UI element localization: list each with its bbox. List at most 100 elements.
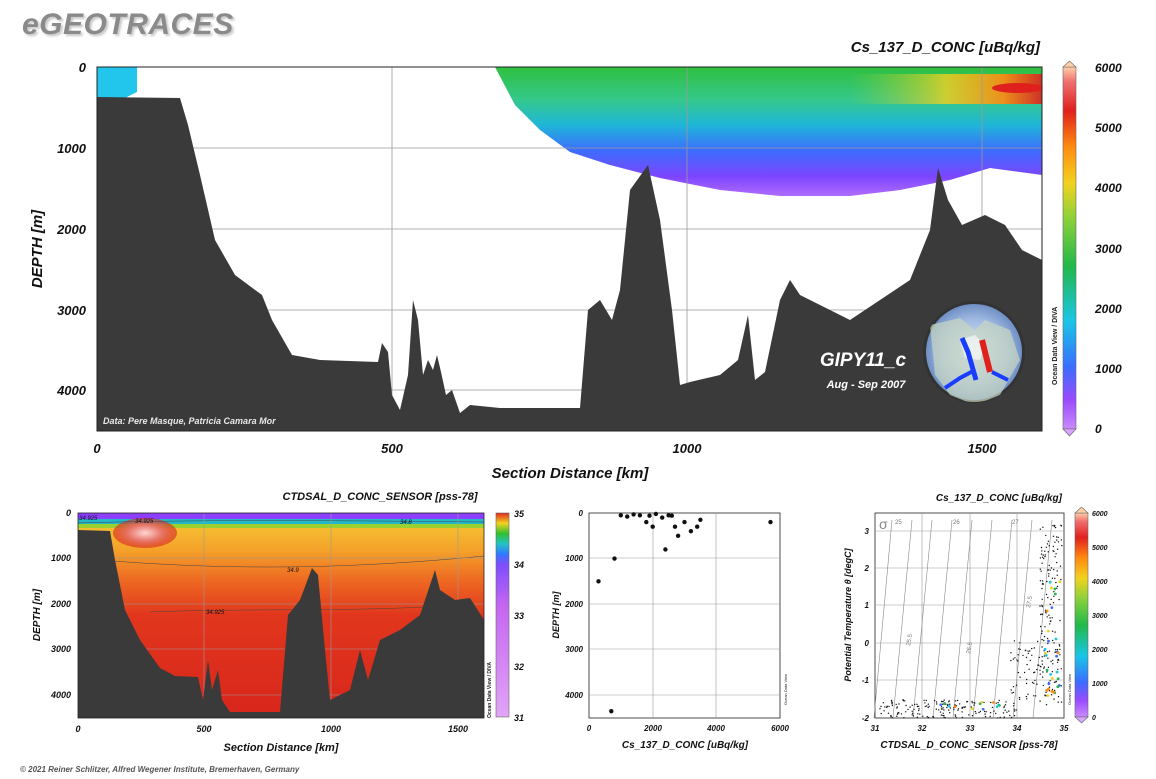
svg-text:500: 500 [196, 724, 211, 734]
ts-scatter-point [954, 714, 956, 716]
ts-scatter-point [1034, 679, 1036, 682]
svg-text:5000: 5000 [1095, 121, 1122, 135]
ts-scatter-point [1039, 625, 1042, 628]
depth-scatter-point [637, 513, 643, 518]
ts-scatter-point [1048, 614, 1050, 616]
ts-scatter-point [974, 710, 976, 713]
ts-scatter-point [1041, 550, 1043, 552]
ts-scatter-point [1013, 705, 1015, 707]
svg-text:4000: 4000 [50, 690, 71, 700]
ts-scatter-point [900, 713, 903, 715]
ts-scatter-point [927, 706, 929, 709]
ts-scatter-point [902, 699, 905, 701]
ts-scatter-point [966, 701, 968, 703]
ts-scatter-point [891, 717, 894, 719]
ts-scatter-point [891, 703, 893, 705]
ts-scatter-point [1045, 691, 1047, 694]
svg-text:0: 0 [865, 639, 870, 648]
ts-scatter-point [1038, 664, 1040, 666]
ts-scatter-point [1037, 640, 1039, 643]
ts-scatter-point [1023, 671, 1026, 674]
ts-scatter-point [1047, 551, 1050, 553]
ts-scatter-point [970, 706, 972, 708]
ts-scatter-point [911, 710, 913, 712]
ts-scatter-point [940, 714, 943, 716]
svg-text:34.8: 34.8 [400, 520, 412, 526]
ts-scatter-point [1010, 652, 1012, 654]
ts-scatter-point [1050, 660, 1052, 663]
ts-scatter-point [940, 708, 943, 710]
ts-scatter-point [1046, 616, 1048, 618]
ts-scatter-point [890, 700, 893, 702]
ts-scatter-point [903, 717, 905, 719]
svg-text:0: 0 [587, 724, 592, 733]
ts-scatter-point [995, 712, 997, 715]
svg-text:31: 31 [514, 713, 524, 723]
ts-scatter-point [971, 700, 973, 703]
ts-scatter-point [1017, 660, 1019, 662]
ts-scatter-point [1033, 695, 1035, 697]
svg-text:0: 0 [79, 60, 87, 75]
salinity-transition-layer [78, 524, 484, 528]
svg-text:35: 35 [514, 509, 525, 519]
depth-scatter-points [596, 511, 773, 714]
salinity-y-ticks: 0 1000 2000 3000 4000 [50, 508, 71, 700]
ts-scatter-point [887, 712, 890, 714]
ts-scatter-point [1046, 651, 1049, 653]
ts-scatter-point [1041, 562, 1043, 564]
ts-scatter-point [932, 715, 934, 718]
ts-scatter-point [978, 702, 982, 705]
ts-scatter-point [911, 704, 913, 706]
svg-text:1000: 1000 [57, 141, 87, 156]
salinity-fresh-surface [78, 513, 484, 519]
ts-scatter-point [1018, 696, 1021, 699]
ts-scatter-point [941, 700, 943, 703]
ts-scatter-point [916, 703, 918, 705]
depth-scatter-point [644, 519, 649, 525]
svg-text:0: 0 [1095, 422, 1102, 436]
ts-scatter-point [1046, 671, 1048, 673]
ts-y-axis-label: Potential Temperature θ [degC] [843, 547, 853, 681]
ts-scatter-point [1044, 554, 1047, 556]
ts-scatter-point [961, 716, 964, 719]
svg-text:1500: 1500 [448, 724, 468, 734]
depth-scatter-y-axis-label: DEPTH [m] [551, 590, 561, 638]
ts-colorbar-bottom-arrow [1074, 716, 1089, 724]
ts-scatter-point [1059, 654, 1061, 656]
ts-scatter-point [1024, 649, 1027, 652]
svg-text:2000: 2000 [1094, 302, 1122, 316]
ts-scatter-point [1039, 557, 1042, 559]
ts-scatter-point [1036, 683, 1038, 685]
depth-scatter-point [596, 579, 601, 584]
depth-scatter-point [631, 512, 636, 517]
ts-scatter-point [911, 714, 913, 716]
ts-scatter-point [1048, 690, 1051, 692]
svg-text:33: 33 [514, 611, 524, 621]
ts-scatter-point [922, 715, 924, 717]
svg-text:1000: 1000 [565, 554, 583, 563]
cruise-dates-label: Aug - Sep 2007 [826, 379, 907, 391]
ts-scatter-point [1041, 613, 1043, 615]
ts-scatter-point [961, 711, 963, 713]
svg-text:1000: 1000 [673, 441, 703, 456]
ts-scatter-point [1059, 619, 1061, 622]
ts-scatter-point [939, 703, 942, 706]
ts-scatter-point [998, 704, 1001, 707]
ts-scatter-point [939, 711, 942, 713]
ts-scatter-point [1047, 642, 1049, 645]
svg-text:1500: 1500 [968, 441, 998, 456]
svg-text:1000: 1000 [321, 724, 341, 734]
ts-scatter-point [912, 715, 915, 717]
ts-scatter-point [1013, 715, 1016, 717]
ts-scatter-point [1012, 686, 1015, 688]
ts-scatter-point [975, 712, 977, 714]
ts-scatter-point [1041, 646, 1043, 648]
ts-scatter-point [1049, 680, 1051, 682]
svg-text:1: 1 [865, 601, 870, 610]
svg-text:26.5: 26.5 [966, 641, 974, 654]
depth-scatter-point [647, 513, 652, 518]
ts-scatter-point [1029, 650, 1031, 652]
ts-scatter-point [1041, 630, 1043, 632]
svg-text:4000: 4000 [1091, 579, 1108, 586]
ts-scatter-point [1041, 587, 1043, 590]
